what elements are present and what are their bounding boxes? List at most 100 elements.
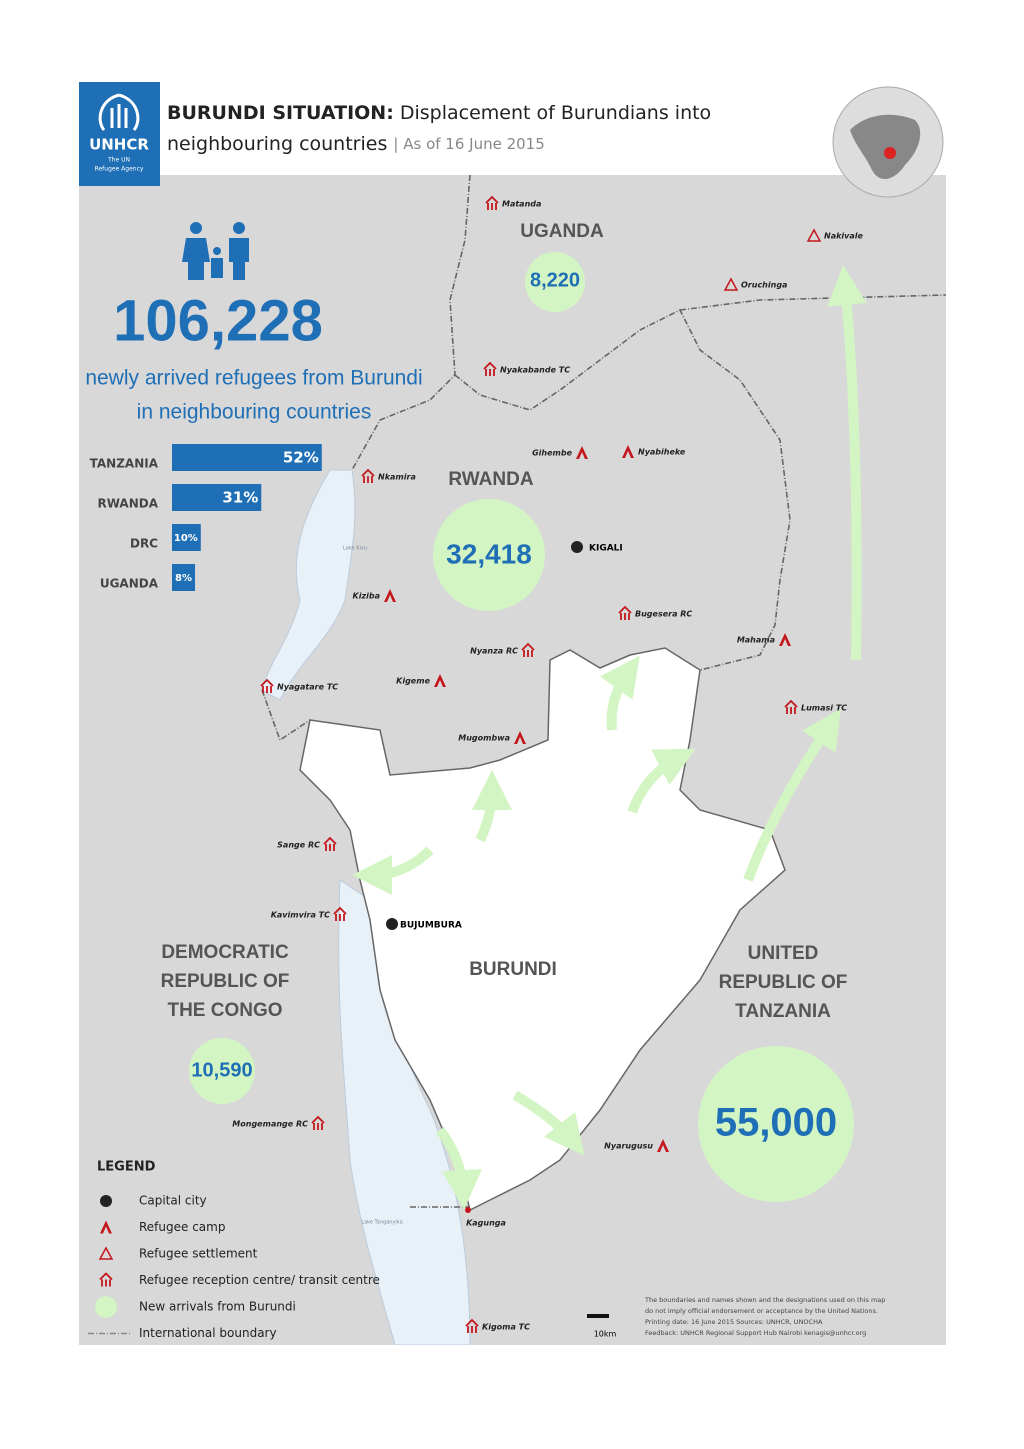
title-text: Displacement of Burundians into bbox=[400, 102, 711, 124]
site-label: Matanda bbox=[502, 200, 541, 209]
globe-highlight bbox=[884, 147, 896, 159]
reception-icon bbox=[618, 605, 632, 620]
arrival-circles bbox=[189, 252, 854, 1202]
arrow bbox=[435, 1127, 482, 1210]
lake-kivu bbox=[261, 469, 356, 701]
footer-text: The boundaries and names shown and the d… bbox=[644, 1296, 885, 1304]
bar-category: RWANDA bbox=[97, 497, 158, 511]
arrivals: 55,000 bbox=[715, 1101, 837, 1145]
camp-icon bbox=[514, 731, 526, 744]
reception-icon bbox=[465, 1318, 479, 1333]
capital-icon bbox=[386, 918, 398, 930]
bar-category: TANZANIA bbox=[90, 457, 159, 471]
footer-text: Feedback: UNHCR Regional Support Hub Nai… bbox=[645, 1329, 866, 1337]
arrow bbox=[471, 770, 512, 843]
site-label: Nyarugusu bbox=[604, 1142, 653, 1151]
boundary bbox=[261, 689, 311, 742]
header-band bbox=[160, 82, 840, 175]
map-area: UGANDA 8,220 RWANDA 32,418 DEMOCRATIC RE… bbox=[79, 175, 946, 1345]
legend-title: LEGEND bbox=[97, 1160, 156, 1175]
legend-label: Refugee settlement bbox=[139, 1247, 258, 1261]
legend-label: Refugee camp bbox=[139, 1220, 225, 1234]
boundary bbox=[454, 308, 791, 671]
bar-category: UGANDA bbox=[100, 577, 159, 591]
title-text: neighbouring countries bbox=[167, 133, 387, 155]
arrow bbox=[627, 748, 696, 814]
arrival-circle bbox=[433, 499, 545, 611]
capital-bujumbura: BUJUMBURA bbox=[386, 918, 462, 931]
camp-icon bbox=[657, 1139, 669, 1152]
bar bbox=[172, 564, 196, 591]
title: neighbouring countries | As of 16 June 2… bbox=[167, 133, 545, 155]
arrow bbox=[600, 655, 640, 731]
share-chart: TANZANIA 52% RWANDA 31% DRC 10% UGANDA 8% bbox=[90, 444, 322, 591]
footer-text: Printing date: 16 June 2015 Sources: UNH… bbox=[645, 1318, 823, 1326]
total-caption: newly arrived refugees from Burundi bbox=[85, 367, 422, 390]
bar bbox=[172, 524, 201, 551]
logo-sub: The UN bbox=[107, 157, 130, 164]
site-label: Kagunga bbox=[466, 1219, 506, 1228]
reception-icon bbox=[99, 1272, 113, 1287]
country-name: UNITED bbox=[748, 943, 819, 964]
settlement-icon bbox=[723, 277, 739, 291]
site-label: Nyagatare TC bbox=[277, 683, 338, 692]
reception-icon bbox=[485, 195, 499, 210]
logo-text: UNHCR bbox=[89, 136, 149, 154]
arrow bbox=[512, 1090, 585, 1156]
country-name: RWANDA bbox=[448, 469, 533, 490]
scale-bar bbox=[587, 1314, 609, 1318]
arrow bbox=[826, 265, 867, 661]
total-caption: in neighbouring countries bbox=[137, 401, 372, 424]
globe bbox=[832, 86, 944, 198]
site-label: Mahama bbox=[737, 636, 775, 645]
site-label: Oruchinga bbox=[741, 281, 787, 290]
bar-label: 8% bbox=[175, 573, 192, 584]
arrivals: 32,418 bbox=[446, 538, 532, 569]
burundi-shape bbox=[299, 647, 786, 1212]
legend-label: International boundary bbox=[139, 1326, 277, 1340]
camp-icon bbox=[622, 445, 634, 458]
globe-land bbox=[850, 114, 921, 180]
icon-part bbox=[190, 222, 202, 234]
site-label: Kavimvira TC bbox=[271, 911, 330, 920]
sites: Matanda Nakivale Oruchinga Nyakabande TC Gih… bbox=[232, 195, 864, 1333]
country-name: UGANDA bbox=[520, 221, 604, 242]
arrivals: 10,590 bbox=[191, 1059, 252, 1081]
title: BURUNDI SITUATION: Displacement of Burun… bbox=[167, 102, 711, 124]
lake-label: Lake Kivu bbox=[343, 546, 367, 552]
icon-part bbox=[213, 247, 221, 255]
arrow bbox=[352, 846, 434, 895]
country-name: REPUBLIC OF bbox=[161, 971, 290, 992]
capital-label: KIGALI bbox=[589, 544, 623, 554]
reception-icon bbox=[361, 468, 375, 483]
country-name: BURUNDI bbox=[469, 959, 557, 980]
site-label: Kiziba bbox=[353, 592, 380, 601]
capital-kigali: KIGALI bbox=[571, 541, 623, 554]
legend-icon bbox=[100, 1195, 112, 1207]
arrivals: 8,220 bbox=[530, 269, 580, 291]
legend-icon bbox=[95, 1296, 117, 1318]
reception-icon bbox=[784, 699, 798, 714]
reception-icon bbox=[260, 678, 274, 693]
bar-category: DRC bbox=[130, 537, 158, 551]
arrival-arrows bbox=[352, 265, 867, 1210]
camp-icon bbox=[100, 1220, 112, 1234]
bar-label: 52% bbox=[283, 449, 319, 467]
arrow bbox=[743, 708, 842, 882]
total-value: 106,228 bbox=[113, 288, 323, 353]
logo-icon bbox=[98, 93, 140, 131]
site-label: Nkamira bbox=[378, 473, 416, 482]
legend: LEGEND Capital city Refugee camp Refugee se… bbox=[88, 1160, 380, 1340]
country-name: TANZANIA bbox=[735, 1001, 831, 1022]
legend-label: Refugee reception centre/ transit centre bbox=[139, 1273, 380, 1287]
site-label: Kigeme bbox=[396, 677, 430, 686]
icon-part bbox=[233, 222, 245, 234]
reception-icon bbox=[311, 1115, 325, 1130]
arrival-circle bbox=[525, 252, 585, 312]
logo-sub: Refugee Agency bbox=[95, 166, 144, 173]
title-bold: BURUNDI SITUATION: bbox=[167, 102, 394, 124]
country-name: DEMOCRATIC bbox=[161, 942, 289, 963]
site-label: Gihembe bbox=[532, 449, 572, 458]
bar bbox=[172, 484, 262, 511]
